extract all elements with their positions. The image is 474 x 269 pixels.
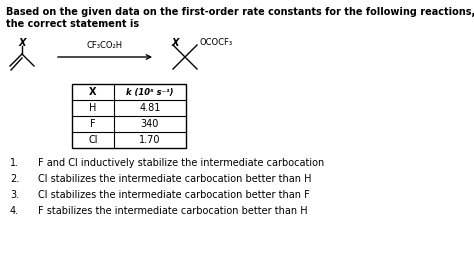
Text: CF₃CO₂H: CF₃CO₂H bbox=[87, 41, 123, 50]
Text: OCOCF₃: OCOCF₃ bbox=[200, 38, 233, 47]
Text: Cl stabilizes the intermediate carbocation better than F: Cl stabilizes the intermediate carbocati… bbox=[38, 190, 310, 200]
Text: the correct statement is: the correct statement is bbox=[6, 19, 139, 29]
Text: 340: 340 bbox=[141, 119, 159, 129]
Text: 3.: 3. bbox=[10, 190, 19, 200]
Text: F: F bbox=[90, 119, 96, 129]
Text: 1.: 1. bbox=[10, 158, 19, 168]
Text: F stabilizes the intermediate carbocation better than H: F stabilizes the intermediate carbocatio… bbox=[38, 206, 308, 216]
Text: H: H bbox=[89, 103, 97, 113]
Text: k (10⁵ s⁻¹): k (10⁵ s⁻¹) bbox=[126, 87, 174, 97]
Text: X: X bbox=[18, 38, 26, 48]
Text: 4.: 4. bbox=[10, 206, 19, 216]
Text: Cl stabilizes the intermediate carbocation better than H: Cl stabilizes the intermediate carbocati… bbox=[38, 174, 311, 184]
Text: X: X bbox=[89, 87, 97, 97]
Text: X: X bbox=[172, 38, 180, 48]
Text: F and Cl inductively stabilize the intermediate carbocation: F and Cl inductively stabilize the inter… bbox=[38, 158, 324, 168]
Text: 1.70: 1.70 bbox=[139, 135, 161, 145]
Text: 2.: 2. bbox=[10, 174, 19, 184]
Text: Cl: Cl bbox=[88, 135, 98, 145]
Bar bbox=[72, 84, 186, 148]
Text: Based on the given data on the first-order rate constants for the following reac: Based on the given data on the first-ord… bbox=[6, 7, 474, 17]
Text: 4.81: 4.81 bbox=[139, 103, 161, 113]
